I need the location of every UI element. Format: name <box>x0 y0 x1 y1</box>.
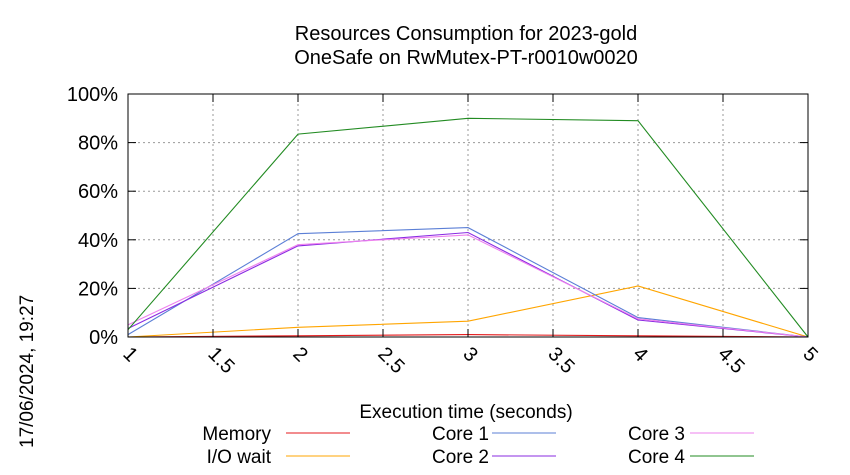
y-tick-label: 80% <box>78 133 118 155</box>
y-axis-ticks: 0% 20% 40% 60% 80% 100% <box>67 84 808 349</box>
series-line <box>127 231 809 338</box>
series-line <box>127 227 809 338</box>
legend-label: Core 4 <box>628 447 685 468</box>
legend-label: Core 2 <box>432 447 489 468</box>
y-tick-label: 100% <box>67 84 118 106</box>
x-tick-label: 3 <box>458 343 481 366</box>
x-tick-label: 2 <box>288 343 311 366</box>
x-tick-label: 1 <box>118 343 141 366</box>
x-tick-label: 5 <box>798 343 821 366</box>
y-tick-label: 40% <box>78 230 118 252</box>
x-tick-label: 3.5 <box>543 343 578 378</box>
legend-label: Memory <box>202 424 271 445</box>
x-tick-label: 4 <box>628 343 651 366</box>
series-line <box>127 234 809 338</box>
y-tick-label: 0% <box>89 327 118 349</box>
legend-label: I/O wait <box>207 447 272 468</box>
series-line <box>127 117 809 338</box>
chart-subtitle: OneSafe on RwMutex-PT-r0010w0020 <box>294 47 638 69</box>
series-lines <box>127 117 809 338</box>
chart-title: Resources Consumption for 2023-gold <box>295 23 637 45</box>
x-tick-label: 4.5 <box>713 343 748 378</box>
x-tick-label: 1.5 <box>203 343 238 378</box>
series-line <box>127 285 809 338</box>
y-tick-label: 60% <box>78 181 118 203</box>
x-axis-label: Execution time (seconds) <box>359 402 572 423</box>
legend-label: Core 3 <box>628 424 685 445</box>
x-tick-label: 2.5 <box>373 343 408 378</box>
y-tick-label: 20% <box>78 278 118 300</box>
timestamp: 17/06/2024, 19:27 <box>17 295 38 448</box>
legend-label: Core 1 <box>432 424 489 445</box>
grid <box>128 94 808 337</box>
